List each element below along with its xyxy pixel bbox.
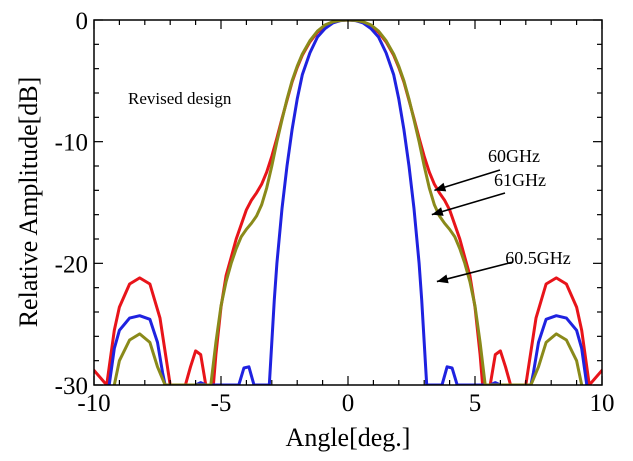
y-axis-title: Relative Amplitude[dB] (14, 77, 43, 328)
annotation-label: 61GHz (494, 170, 546, 190)
y-tick-label: -10 (55, 130, 88, 157)
ticks-layer (93, 19, 603, 386)
series-line-61ghz (112, 20, 584, 385)
annotation-arrow (436, 261, 514, 283)
x-axis-title: Angle[deg.] (286, 423, 411, 452)
annotation-arrow (434, 169, 501, 192)
y-tick-label: -30 (55, 373, 88, 400)
arrow-head-icon (434, 182, 447, 192)
annotation-arrow (431, 192, 506, 216)
series-layer (94, 20, 602, 385)
annotation-label: 60GHz (488, 146, 540, 166)
x-tick-label: 5 (469, 390, 482, 417)
annotation-layer: 60GHz 61GHz 60.5GHz (431, 146, 571, 284)
x-tick-label: 10 (590, 390, 615, 417)
arrow-head-icon (436, 274, 449, 284)
x-tick-label: -10 (77, 390, 110, 417)
x-tick-label: 0 (342, 390, 355, 417)
plot-frame (93, 19, 603, 386)
design-note: Revised design (128, 89, 232, 108)
annotation-label: 60.5GHz (505, 248, 571, 268)
y-tick-label: -20 (55, 251, 88, 278)
series-line-60-5ghz (107, 20, 589, 385)
arrow-head-icon (431, 207, 444, 216)
tick-labels: -10 -5 0 5 10 0 -10 -20 -30 (55, 8, 615, 417)
y-tick-label: 0 (76, 8, 89, 35)
series-line-60ghz (94, 20, 602, 385)
x-tick-label: -5 (211, 390, 232, 417)
